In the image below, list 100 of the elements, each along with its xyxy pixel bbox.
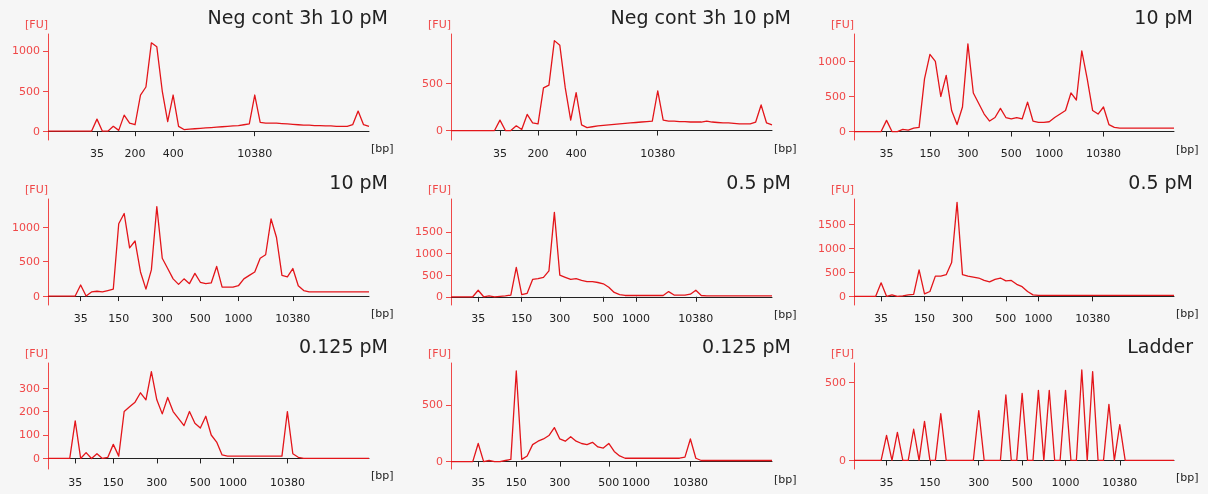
y-axis-title: [FU] [428,347,451,361]
chart-title: 10 pM [1134,5,1193,28]
x-tick-label: 400 [162,147,184,160]
x-tick-label: 10380 [1102,476,1138,490]
y-tick-label: 500 [422,398,443,412]
x-tick-label: 150 [511,311,533,325]
y-tick-label: 0 [33,124,40,138]
x-tick-label: 1000 [621,311,650,325]
chart-title: 0.125 pM [299,334,388,357]
x-tick-label: 1000 [1051,476,1080,490]
y-tick-label: 500 [825,376,846,390]
y-axis-title: [FU] [428,18,451,31]
line-series [47,42,370,132]
chart-title: Ladder [1127,334,1194,357]
y-axis-title: [FU] [831,182,854,196]
y-tick-label: 500 [19,254,40,268]
chart-title: 10 pM [329,170,388,193]
y-axis-title: [FU] [831,347,854,361]
y-tick-label: 200 [19,405,40,419]
line-series [450,39,773,132]
chart-title: Neg cont 3h 10 pM [207,5,389,28]
x-tick-label: 300 [151,311,173,325]
x-tick-label: 35 [89,147,104,160]
x-tick-label: 150 [919,147,941,160]
y-tick-label: 500 [422,268,443,282]
chart-title: 0.5 pM [726,170,792,193]
y-axis-title: [FU] [25,18,48,31]
line-series [853,369,1175,462]
x-tick-label: 300 [549,311,571,325]
y-tick-label: 0 [33,452,40,466]
y-tick-label: 500 [825,89,846,103]
x-tick-label: 35 [471,476,486,490]
y-tick-label: 1000 [818,241,846,255]
y-tick-label: 0 [839,454,846,468]
x-axis-title: [bp] [1176,306,1199,320]
x-axis-title: [bp] [1176,471,1199,485]
x-tick-label: 35 [874,311,889,325]
x-axis-title: [bp] [371,306,394,320]
y-tick-label: 0 [436,124,443,138]
x-tick-label: 1000 [1024,311,1053,325]
x-tick-label: 1000 [224,311,253,325]
x-tick-label: 200 [124,147,146,160]
y-tick-label: 300 [19,381,40,395]
y-tick-label: 1000 [12,220,40,234]
x-tick-label: 400 [565,147,587,160]
x-tick-label: 35 [879,476,894,490]
x-tick-label: 500 [189,476,211,490]
x-tick-label: 300 [549,476,571,490]
y-tick-label: 500 [825,265,846,279]
x-tick-label: 1000 [218,476,247,490]
x-tick-label: 35 [68,476,83,490]
x-tick-label: 10380 [275,311,311,325]
x-tick-label: 10380 [269,476,305,490]
chart-title: 0.5 pM [1128,170,1194,193]
y-tick-label: 1000 [818,54,846,68]
x-tick-label: 35 [73,311,88,325]
x-axis-title: [bp] [774,307,797,321]
line-series [47,205,370,297]
x-axis-title: [bp] [371,469,394,483]
line-series [47,371,370,460]
y-tick-label: 0 [839,125,846,139]
chart-title: Neg cont 3h 10 pM [610,5,792,28]
x-tick-label: 300 [968,476,990,490]
x-tick-label: 10380 [237,147,273,160]
x-tick-label: 150 [108,311,130,325]
y-axis-title: [FU] [25,347,48,361]
x-tick-label: 10380 [678,311,714,325]
x-tick-label: 150 [919,476,941,490]
y-tick-label: 500 [422,76,443,90]
x-tick-label: 150 [505,476,527,490]
x-tick-label: 200 [527,147,549,160]
x-tick-label: 300 [957,147,979,160]
x-tick-label: 150 [914,311,936,325]
x-tick-label: 10380 [672,476,708,490]
y-axis-title: [FU] [428,182,451,196]
y-tick-label: 0 [436,289,443,303]
y-tick-label: 0 [33,289,40,303]
y-tick-label: 1500 [415,225,443,239]
y-tick-label: 1000 [415,246,443,260]
x-axis-title: [bp] [774,141,797,155]
y-tick-label: 500 [19,84,40,98]
x-tick-label: 1000 [1035,147,1064,160]
x-tick-label: 10380 [1085,147,1121,160]
x-tick-label: 10380 [640,147,676,160]
line-series [450,370,773,463]
x-tick-label: 1000 [621,476,650,490]
line-series [853,43,1175,133]
y-tick-label: 0 [436,455,443,469]
x-tick-label: 35 [492,147,507,160]
y-tick-label: 1500 [818,217,846,231]
x-tick-label: 150 [102,476,124,490]
x-tick-label: 500 [995,311,1017,325]
y-tick-label: 1000 [12,44,40,58]
x-tick-label: 500 [189,311,211,325]
x-tick-label: 500 [1011,476,1033,490]
x-tick-label: 35 [471,311,486,325]
line-series [853,201,1175,297]
x-tick-label: 500 [1000,147,1022,160]
x-axis-title: [bp] [774,472,797,486]
x-tick-label: 300 [146,476,168,490]
